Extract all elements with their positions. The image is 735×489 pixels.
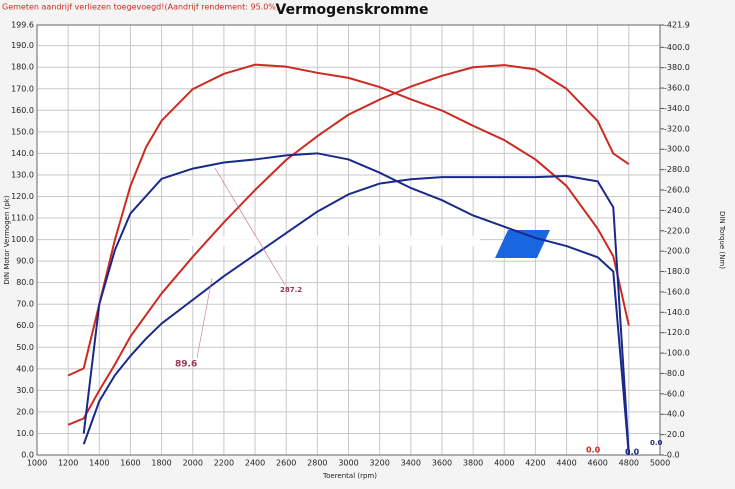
- annotation: 0.0: [650, 439, 663, 447]
- x-tick-label: 2200: [214, 459, 234, 468]
- y2-tick-label: -400.0: [664, 43, 690, 52]
- y-tick-label: 199.6: [11, 21, 34, 30]
- y-tick-label: 130.0: [11, 170, 34, 179]
- x-axis-label: Toerental (rpm): [322, 472, 377, 480]
- y-tick-label: 160.0: [11, 106, 34, 115]
- x-tick-label: 1400: [89, 459, 109, 468]
- y-tick-label: 70.0: [16, 300, 34, 309]
- x-tick-label: 3400: [401, 459, 421, 468]
- y-tick-label: 50.0: [16, 343, 34, 352]
- x-tick-label: 2600: [276, 459, 296, 468]
- y2-axis-label: DIN Torque (Nm): [718, 211, 726, 269]
- annotation: 89.6: [175, 360, 197, 370]
- y-axis-label: DIN Motor Vermogen (pk): [3, 195, 11, 284]
- y2-tick-label: -320.0: [664, 124, 690, 133]
- y2-tick-label: -260.0: [664, 186, 690, 195]
- curve: [82, 152, 630, 456]
- y-tick-label: 0.0: [21, 451, 34, 460]
- x-tick-label: 1200: [58, 459, 78, 468]
- y2-tick-label: -80.0: [664, 369, 685, 378]
- y2-tick-label: -120.0: [664, 328, 690, 337]
- plot-frame: [36, 24, 661, 456]
- y-tick-label: 170.0: [11, 84, 34, 93]
- y2-tick-label: -220.0: [664, 226, 690, 235]
- y-tick-label: 180.0: [11, 63, 34, 72]
- curve: [67, 64, 630, 426]
- leader-line: [214, 167, 286, 286]
- curve: [67, 63, 630, 377]
- y2-tick-label: -421.9: [664, 21, 690, 30]
- y-tick-label: 110.0: [11, 214, 34, 223]
- y-tick-label: 90.0: [16, 257, 34, 266]
- x-tick-label: 3800: [463, 459, 483, 468]
- y2-tick-label: -240.0: [664, 206, 690, 215]
- chart-title: Vermogenskromme: [276, 2, 429, 18]
- x-tick-label: 4400: [556, 459, 576, 468]
- y2-tick-label: -100.0: [664, 349, 690, 358]
- watermark: [190, 236, 480, 246]
- x-tick-label: 2800: [307, 459, 327, 468]
- y2-tick-label: -160.0: [664, 287, 690, 296]
- leader-line: [196, 277, 213, 359]
- y2-tick-label: -200.0: [664, 247, 690, 256]
- y-tick-label: 10.0: [16, 429, 34, 438]
- y-tick-label: 20.0: [16, 407, 34, 416]
- x-tick-label: 3600: [432, 459, 452, 468]
- x-tick-label: 4600: [588, 459, 608, 468]
- y2-tick-label: -40.0: [664, 410, 685, 419]
- y-tick-label: 150.0: [11, 127, 34, 136]
- y2-tick-label: -20.0: [664, 430, 685, 439]
- x-tick-label: 2400: [245, 459, 265, 468]
- y2-tick-label: -340.0: [664, 104, 690, 113]
- y-tick-label: 140.0: [11, 149, 34, 158]
- y-tick-label: 190.0: [11, 41, 34, 50]
- x-tick-label: 5000: [650, 459, 670, 468]
- y2-tick-label: -140.0: [664, 308, 690, 317]
- x-tick-label: 2000: [183, 459, 203, 468]
- y-tick-label: 40.0: [16, 364, 34, 373]
- curve: [82, 175, 630, 456]
- watermark-logo: [495, 230, 550, 258]
- y2-tick-label: -180.0: [664, 267, 690, 276]
- y2-tick-label: -0.0: [664, 451, 680, 460]
- note: Gemeten aandrijf verliezen toegevoegd!(A…: [2, 3, 279, 12]
- y-tick-label: 120.0: [11, 192, 34, 201]
- x-tick-label: 4200: [525, 459, 545, 468]
- x-tick-label: 3200: [369, 459, 389, 468]
- y2-tick-label: -300.0: [664, 145, 690, 154]
- y2-tick-label: -380.0: [664, 63, 690, 72]
- x-tick-label: 4000: [494, 459, 514, 468]
- annotation: 287.2: [280, 286, 302, 294]
- x-tick-label: 1600: [120, 459, 140, 468]
- y2-tick-label: -280.0: [664, 165, 690, 174]
- y-tick-label: 60.0: [16, 321, 34, 330]
- annotation: 0.0: [625, 448, 640, 457]
- x-tick-label: 1800: [151, 459, 171, 468]
- y2-tick-label: -360.0: [664, 84, 690, 93]
- y2-tick-label: -60.0: [664, 389, 685, 398]
- y-tick-label: 80.0: [16, 278, 34, 287]
- x-tick-label: 3000: [338, 459, 358, 468]
- y-tick-label: 30.0: [16, 386, 34, 395]
- y-tick-label: 100.0: [11, 235, 34, 244]
- x-tick-label: 4800: [619, 459, 639, 468]
- annotation: 0.0: [586, 446, 601, 455]
- x-tick-label: 1000: [27, 459, 47, 468]
